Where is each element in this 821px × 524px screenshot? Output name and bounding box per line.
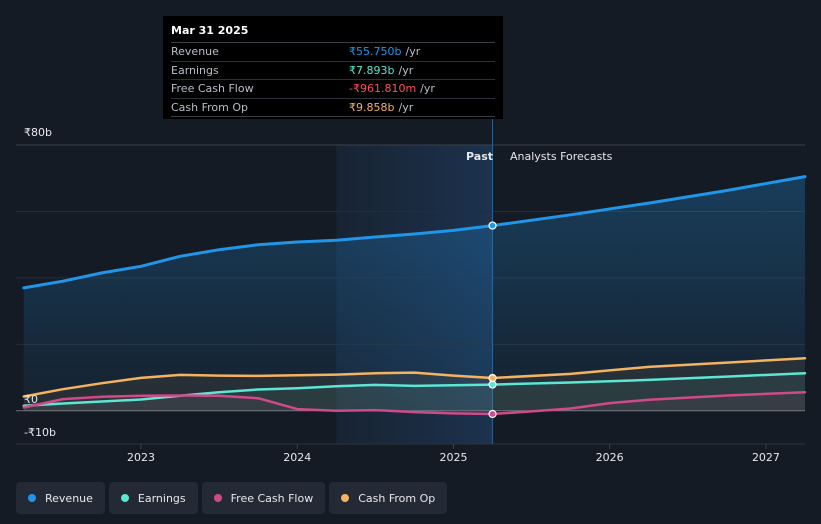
legend-label: Cash From Op bbox=[358, 491, 436, 505]
series-line-free-cash-flow bbox=[22, 390, 807, 416]
x-tick-label: 2026 bbox=[596, 451, 624, 464]
series-area-revenue bbox=[23, 176, 806, 411]
x-tick-label: 2025 bbox=[439, 451, 467, 464]
legend-label: Revenue bbox=[45, 491, 93, 505]
legend-label: Free Cash Flow bbox=[230, 491, 314, 505]
past-label: Past bbox=[466, 150, 493, 163]
tooltip-unit: /yr bbox=[398, 63, 414, 77]
tooltip-value: ₹9.858b bbox=[349, 100, 395, 114]
tooltip-value: ₹7.893b bbox=[349, 63, 395, 77]
series-line-earnings bbox=[22, 371, 807, 408]
legend-dot-icon bbox=[341, 494, 350, 502]
x-tick-label: 2023 bbox=[127, 451, 155, 464]
tooltip-row-revenue: Revenue ₹55.750b /yr bbox=[171, 43, 495, 62]
tooltip-label: Revenue bbox=[171, 45, 219, 58]
marker-free-cash-flow bbox=[488, 409, 497, 419]
marker-revenue bbox=[488, 221, 497, 230]
series-line-revenue bbox=[22, 175, 807, 290]
tooltip-row-free-cash-flow: Free Cash Flow -₹961.810m /yr bbox=[171, 80, 495, 99]
tooltip-value: ₹55.750b bbox=[349, 45, 402, 58]
x-tick-label: 2027 bbox=[752, 451, 780, 464]
marker-cash-from-op bbox=[488, 373, 497, 383]
legend-item-earnings[interactable]: Earnings bbox=[108, 482, 198, 514]
tooltip-label: Cash From Op bbox=[171, 100, 249, 114]
legend-dot-icon bbox=[120, 494, 129, 502]
tooltip-label: Earnings bbox=[171, 63, 219, 77]
tooltip-row-cash-from-op: Cash From Op ₹9.858b /yr bbox=[171, 99, 495, 117]
legend-item-cash-from-op[interactable]: Cash From Op bbox=[329, 482, 448, 514]
legend-item-free-cash-flow[interactable]: Free Cash Flow bbox=[201, 482, 326, 514]
tooltip-value: -₹961.810m bbox=[349, 82, 417, 95]
tooltip-label: Free Cash Flow bbox=[171, 82, 254, 95]
legend-dot-icon bbox=[213, 494, 222, 502]
y-label-bottom: -₹10b bbox=[24, 426, 56, 439]
tooltip-date: Mar 31 2025 bbox=[171, 22, 495, 43]
legend-label: Earnings bbox=[137, 491, 186, 505]
series-area-free-cash-flow bbox=[23, 392, 806, 414]
chart-legend: Revenue Earnings Free Cash Flow Cash Fro… bbox=[16, 482, 448, 514]
hover-tooltip: Mar 31 2025 Revenue ₹55.750b /yr Earning… bbox=[163, 16, 503, 119]
legend-item-revenue[interactable]: Revenue bbox=[16, 482, 105, 514]
tooltip-unit: /yr bbox=[420, 82, 435, 95]
x-tick-label: 2024 bbox=[283, 451, 311, 464]
y-label-zero: ₹0 bbox=[24, 393, 38, 406]
forecast-label: Analysts Forecasts bbox=[510, 150, 613, 163]
legend-dot-icon bbox=[28, 494, 36, 502]
series-area-earnings bbox=[23, 373, 806, 411]
series-line-cash-from-op bbox=[22, 357, 807, 398]
tooltip-row-earnings: Earnings ₹7.893b /yr bbox=[171, 62, 495, 80]
tooltip-unit: /yr bbox=[398, 100, 414, 114]
y-label-top: ₹80b bbox=[24, 126, 52, 139]
tooltip-unit: /yr bbox=[405, 45, 421, 58]
